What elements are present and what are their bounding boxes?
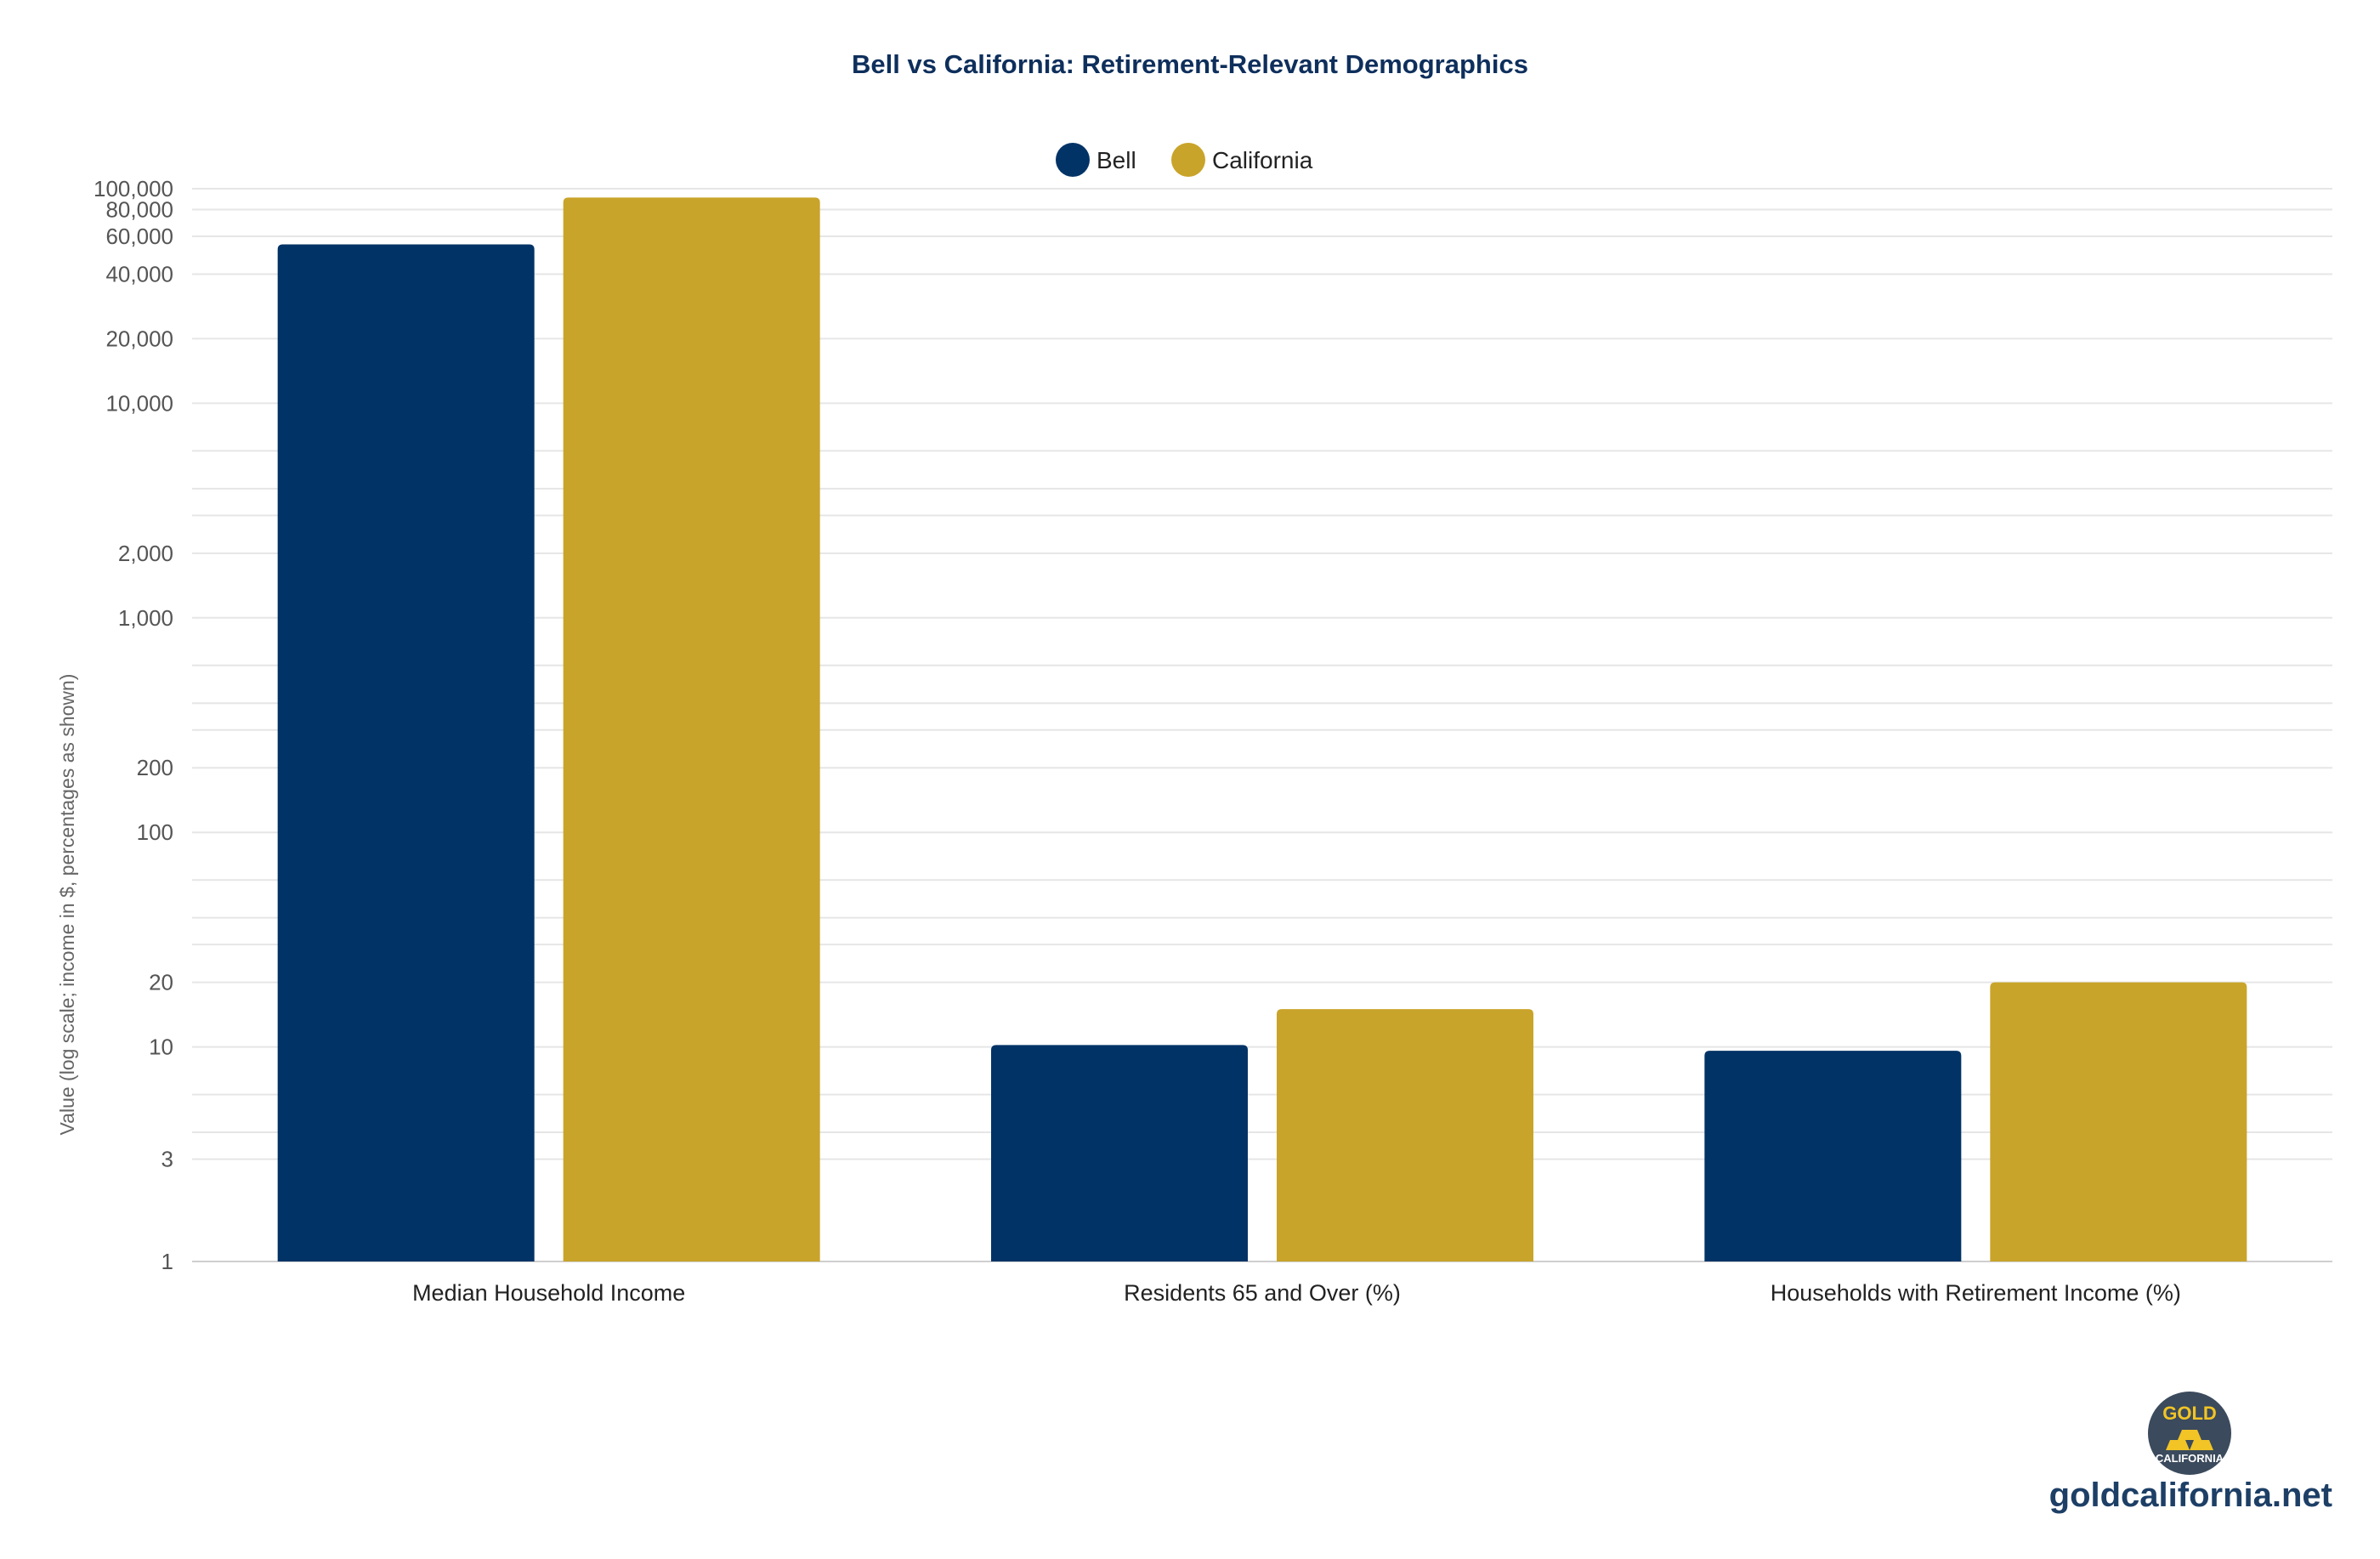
y-tick-label: 100 (137, 819, 173, 845)
y-tick-label: 40,000 (105, 261, 173, 286)
legend-swatch-california (1171, 143, 1205, 177)
bar-bell-residents-65-and-over (991, 1045, 1248, 1261)
y-tick-label: 3 (162, 1147, 173, 1172)
y-axis-label: Value (log scale; income in $, percentag… (56, 674, 78, 1136)
y-tick-label: 1,000 (118, 605, 173, 631)
gold-bars-icon (2166, 1430, 2213, 1450)
y-tick-label: 200 (137, 755, 173, 780)
y-tick-label: 10,000 (105, 390, 173, 416)
y-tick-label: 100,000 (94, 176, 173, 201)
y-tick-label: 2,000 (118, 541, 173, 566)
y-tick-label: 80,000 (105, 196, 173, 222)
y-tick-label: 1 (162, 1249, 173, 1274)
legend-label-california: California (1212, 147, 1313, 173)
logo-text-top: GOLD (2162, 1403, 2217, 1424)
legend-label-bell: Bell (1096, 147, 1136, 173)
y-tick-label: 60,000 (105, 224, 173, 249)
bar-california-median-household-income (563, 197, 820, 1262)
bar-bell-households-with-retirement-income (1704, 1051, 1962, 1261)
bar-bell-median-household-income (277, 244, 535, 1261)
legend-swatch-bell (1056, 143, 1090, 177)
y-axis-ticks: 1 3 10 20 100 200 1,000 2,000 10,000 20,000 40,000… (94, 176, 173, 1274)
brand-logo: GOLD CALIFORNIA (2148, 1392, 2231, 1475)
x-category-label: Households with Retirement Income (%) (1771, 1280, 2181, 1306)
chart-title: Bell vs California: Retirement-Relevant … (852, 49, 1528, 79)
x-axis-categories: Median Household Income Residents 65 and … (412, 1280, 2181, 1306)
y-tick-label: 20,000 (105, 326, 173, 351)
y-tick-label: 10 (149, 1035, 173, 1060)
logo-text-bottom: CALIFORNIA (2156, 1452, 2224, 1465)
brand-site-text: goldcalifornia.net (2049, 1477, 2332, 1514)
bars (277, 197, 2247, 1262)
legend: Bell California (1056, 143, 1313, 177)
y-tick-label: 20 (149, 970, 173, 995)
grid-lines (192, 188, 2332, 1262)
bar-california-households-with-retirement-income (1990, 982, 2247, 1261)
x-category-label: Median Household Income (412, 1280, 685, 1306)
x-category-label: Residents 65 and Over (%) (1124, 1280, 1401, 1306)
bar-california-residents-65-and-over (1277, 1009, 1533, 1261)
